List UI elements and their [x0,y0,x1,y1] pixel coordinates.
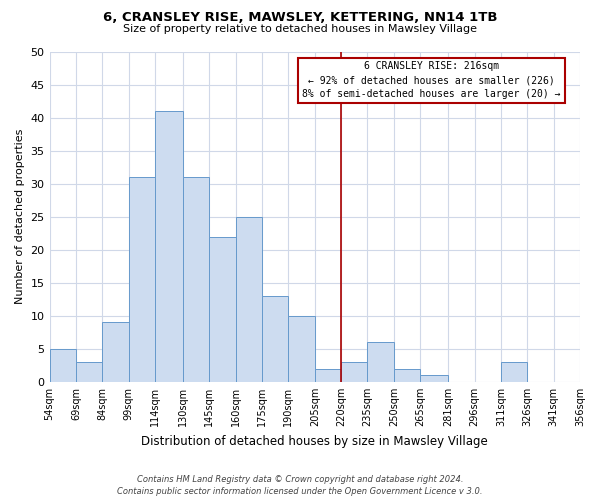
X-axis label: Distribution of detached houses by size in Mawsley Village: Distribution of detached houses by size … [142,434,488,448]
Bar [341,362,367,382]
Bar [155,111,183,382]
Bar [76,362,102,382]
Bar [394,368,420,382]
Bar [289,316,315,382]
Bar [102,322,128,382]
Bar [236,216,262,382]
Bar [420,376,448,382]
Bar [183,177,209,382]
Text: Size of property relative to detached houses in Mawsley Village: Size of property relative to detached ho… [123,24,477,34]
Bar [262,296,289,382]
Bar [128,177,155,382]
Y-axis label: Number of detached properties: Number of detached properties [15,129,25,304]
Text: 6, CRANSLEY RISE, MAWSLEY, KETTERING, NN14 1TB: 6, CRANSLEY RISE, MAWSLEY, KETTERING, NN… [103,11,497,24]
Bar [501,362,527,382]
Bar [209,236,236,382]
Text: Contains HM Land Registry data © Crown copyright and database right 2024.
Contai: Contains HM Land Registry data © Crown c… [117,474,483,496]
Bar [50,349,76,382]
Bar [367,342,394,382]
Text: 6 CRANSLEY RISE: 216sqm
← 92% of detached houses are smaller (226)
8% of semi-de: 6 CRANSLEY RISE: 216sqm ← 92% of detache… [302,62,561,100]
Bar [315,368,341,382]
